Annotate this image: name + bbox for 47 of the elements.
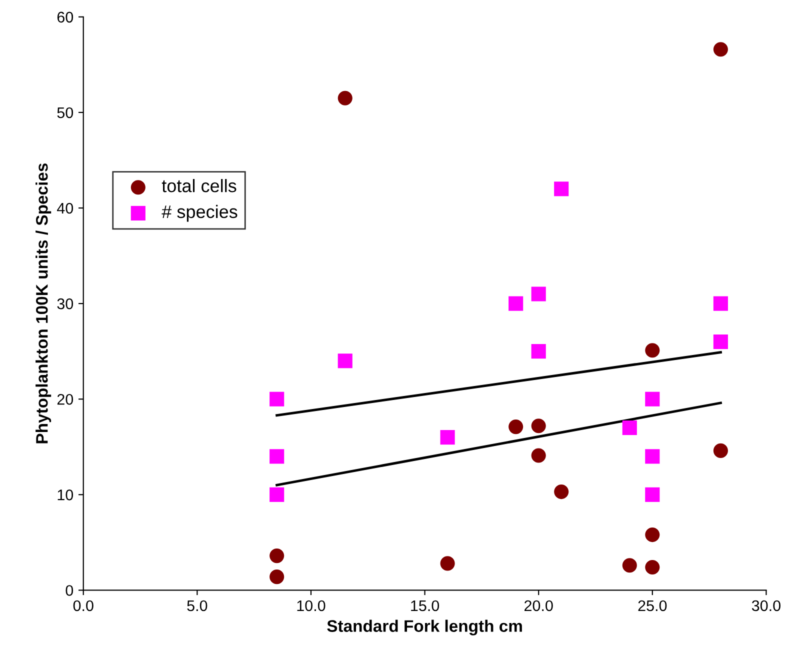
- y-tick-label: 10: [58, 490, 74, 500]
- x-tick-label: 30.0: [752, 600, 780, 612]
- point: [645, 449, 660, 464]
- point: [338, 90, 352, 106]
- point: [508, 296, 524, 311]
- point: [531, 418, 546, 434]
- y-tick-label: 50: [57, 107, 74, 118]
- y-tick-label: 60: [57, 12, 74, 23]
- y-tick-label: 30: [57, 298, 74, 310]
- point: [270, 392, 284, 406]
- point: [645, 392, 660, 406]
- y-tick-label: 40: [57, 202, 74, 214]
- point: [531, 286, 546, 302]
- point: [622, 420, 637, 436]
- point: [270, 548, 284, 564]
- x-tick-label: 0.0: [73, 600, 94, 612]
- point: [270, 570, 284, 584]
- point: [645, 560, 660, 575]
- point: [713, 334, 728, 350]
- point: [645, 527, 660, 542]
- y-tick-label: 20: [57, 394, 74, 405]
- point: [270, 449, 284, 464]
- point: [554, 182, 569, 196]
- point: [622, 558, 637, 573]
- point: [713, 296, 728, 311]
- legend-label: # species: [162, 204, 238, 222]
- point: [508, 420, 524, 434]
- point: [645, 343, 660, 358]
- point: [531, 344, 546, 359]
- point: [531, 448, 546, 463]
- point: [270, 487, 284, 502]
- y-axis-title: Phytoplankton 100K units / Species: [36, 163, 52, 444]
- x-axis-title: Standard Fork length cm: [327, 620, 522, 636]
- x-tick-label: 20.0: [524, 600, 553, 612]
- point: [713, 443, 728, 458]
- point: [440, 556, 455, 571]
- point: [554, 484, 569, 500]
- point: [440, 430, 455, 445]
- point: [645, 487, 660, 502]
- point: [338, 354, 352, 368]
- x-tick-label: 15.0: [411, 600, 440, 612]
- x-tick-label: 10.0: [297, 600, 326, 612]
- y-tick-label: 0: [66, 585, 74, 596]
- point: [713, 42, 728, 57]
- x-tick-label: 5.0: [187, 600, 208, 612]
- x-tick-label: 25.0: [638, 600, 667, 612]
- legend-label: total cells: [162, 179, 236, 192]
